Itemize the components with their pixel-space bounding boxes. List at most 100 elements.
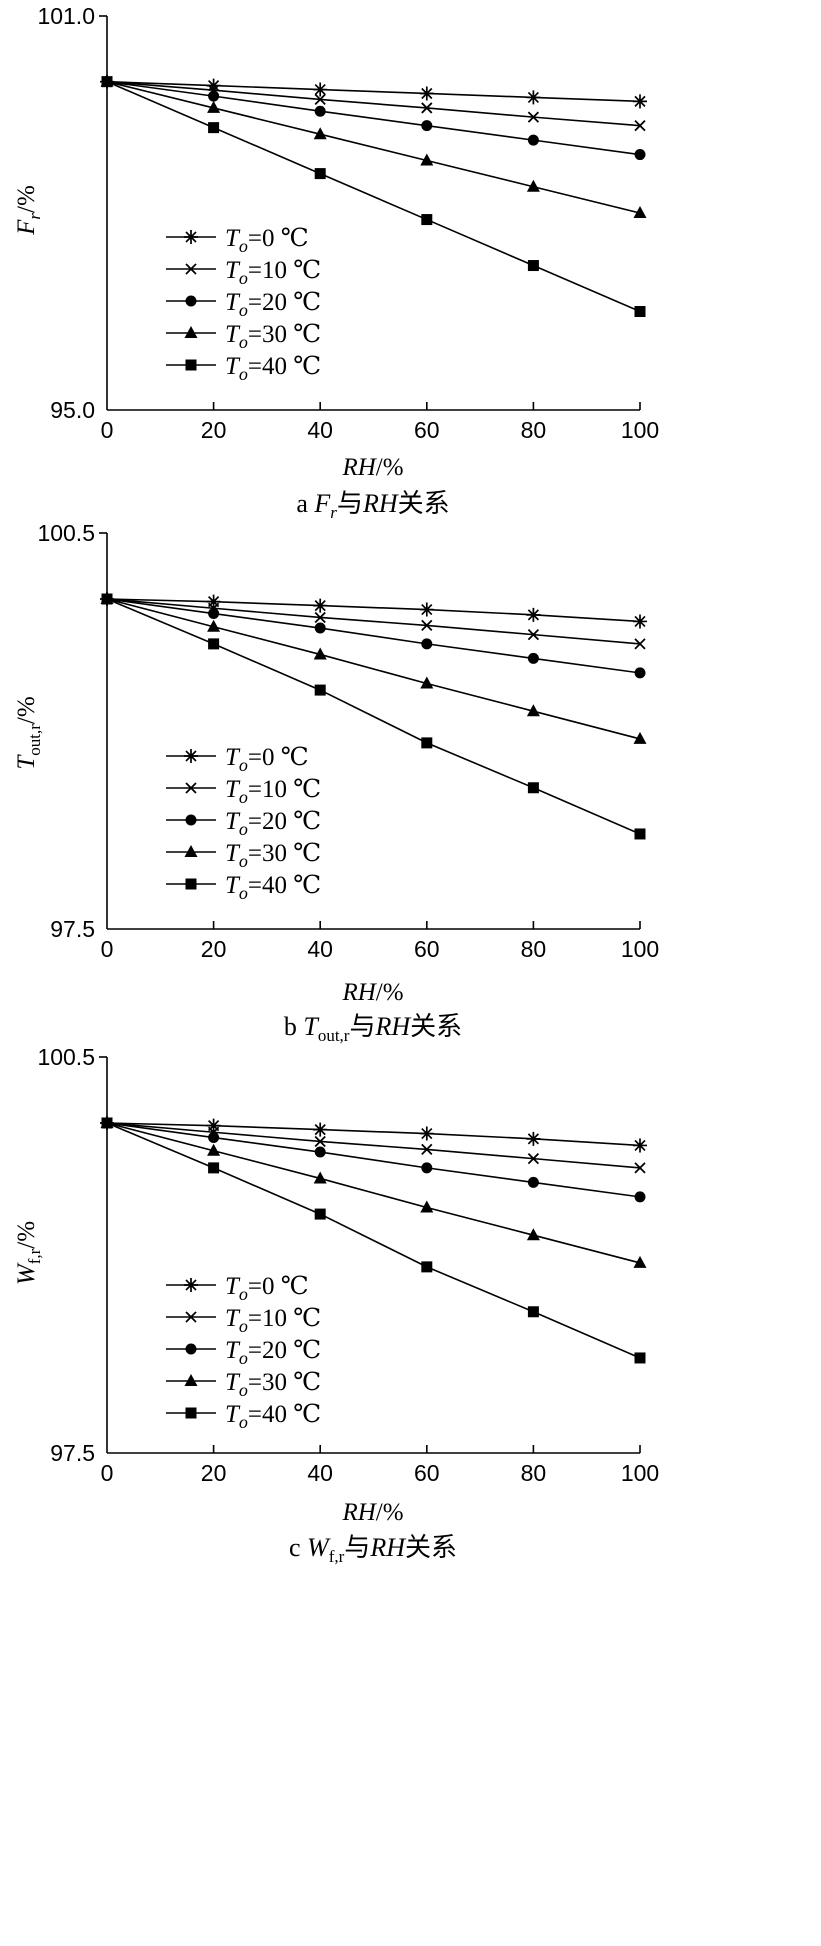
data-point [206,594,221,609]
caption-var: RH [362,489,399,518]
legend-sub: o [239,819,248,839]
series-line-4 [106,1122,641,1264]
data-point [527,260,539,272]
figure-caption: b Tout,r与RH关系 [284,1012,462,1045]
y-tick-label: 100.5 [37,520,95,546]
legend-marker [185,878,197,890]
data-point [208,122,220,134]
y-label-sub: r [25,213,44,220]
legend-marker [185,782,197,794]
y-axis-label: Fr/% [13,185,44,236]
data-point [208,90,220,102]
data-point [634,149,646,161]
legend-var: T [225,1369,241,1396]
x-tick-label: 20 [201,1460,227,1486]
data-point [101,76,113,88]
legend-label: To=40 ℃ [225,353,321,384]
series-line-1 [106,80,641,103]
legend-marker [185,295,197,307]
data-point [314,684,326,696]
x-label-unit: /% [376,454,404,481]
y-label-sub: out,r [25,724,44,756]
legend-rest: =20 ℃ [248,1337,321,1364]
legend-label: To=20 ℃ [225,1337,321,1368]
legend-marker [185,1343,197,1355]
data-point [527,1306,539,1318]
x-tick-label: 0 [101,1460,114,1486]
data-point [421,214,433,226]
legend-rest: =20 ℃ [248,289,321,316]
legend-marker [184,1278,198,1292]
data-point [313,1122,328,1137]
data-point [421,1143,433,1156]
y-tick-label: 101.0 [37,3,95,29]
caption-var: RH [369,1533,406,1562]
y-label-symbol: T [13,754,40,770]
data-point [527,629,540,641]
series-line-1 [106,598,641,623]
legend-label: To=0 ℃ [225,744,309,775]
data-point [313,1171,327,1184]
data-point [313,127,327,140]
x-axis-label: RH/% [341,454,403,481]
legend-rest: =20 ℃ [248,808,321,835]
legend-sub: o [239,787,248,807]
x-tick-label: 80 [521,936,547,962]
caption-letter: b [284,1012,304,1041]
data-point [527,652,539,664]
data-point [421,102,433,114]
data-point [314,622,326,634]
data-point [207,619,221,632]
data-point [419,602,434,617]
data-point [421,619,433,632]
x-tick-label: 80 [521,417,547,443]
legend-rest: =0 ℃ [248,1273,309,1300]
y-label-unit: /% [13,696,40,724]
data-point [314,611,326,624]
data-point [634,828,646,840]
figure-caption: c Wf,r与RH关系 [289,1533,457,1566]
data-point [526,607,541,622]
data-point [420,1200,434,1213]
legend-var: T [225,353,241,380]
legend-var: T [225,225,241,252]
data-point [419,86,434,101]
caption-letter: c [289,1533,307,1562]
legend-rest: =0 ℃ [248,744,309,771]
data-point [421,1261,433,1273]
legend-label: To=10 ℃ [225,1305,321,1336]
data-point [526,179,540,192]
data-point [208,1132,220,1144]
x-tick-label: 60 [414,936,440,962]
data-point [633,206,647,218]
legend-rest: =40 ℃ [248,872,321,899]
data-point [421,1162,433,1174]
x-label-unit: /% [376,979,404,1006]
data-point [526,1228,540,1241]
caption-symbol: W [307,1533,331,1562]
legend-marker [184,326,198,338]
legend-label: To=30 ℃ [225,321,321,352]
data-point [421,737,433,749]
data-point [206,1118,221,1133]
caption-end: 关系 [410,1012,462,1041]
data-point [314,1146,326,1158]
legend-marker [184,230,198,244]
x-tick-label: 20 [201,417,227,443]
series-line-4 [106,598,641,740]
data-point [633,1255,647,1268]
data-point [208,1162,220,1174]
y-tick-label: 97.5 [50,916,95,942]
y-tick-label: 97.5 [50,1440,95,1466]
series-line-1 [106,1122,641,1147]
series-line-5 [106,1122,641,1359]
caption-sub: f,r [329,1547,345,1566]
legend-marker [185,814,197,826]
x-label-var: RH [341,454,377,481]
legend-sub: o [239,1412,248,1432]
x-tick-label: 40 [307,936,333,962]
x-tick-label: 80 [521,1460,547,1486]
x-tick-label: 40 [307,1460,333,1486]
x-label-var: RH [341,979,377,1006]
